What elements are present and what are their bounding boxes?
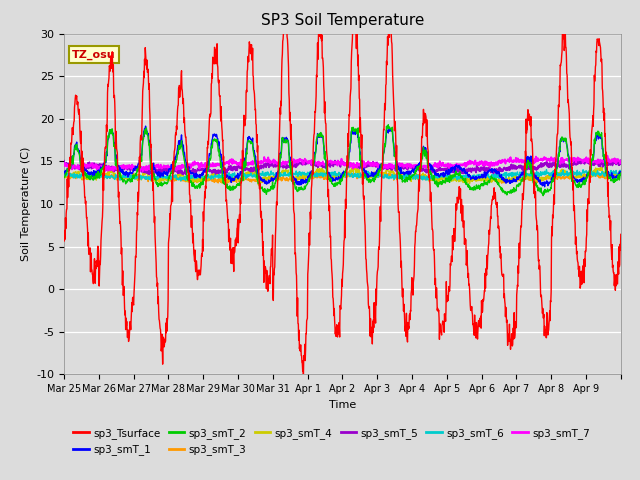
X-axis label: Time: Time: [329, 400, 356, 409]
Y-axis label: Soil Temperature (C): Soil Temperature (C): [20, 147, 31, 261]
Legend: sp3_Tsurface, sp3_smT_1, sp3_smT_2, sp3_smT_3, sp3_smT_4, sp3_smT_5, sp3_smT_6, : sp3_Tsurface, sp3_smT_1, sp3_smT_2, sp3_…: [69, 424, 594, 459]
Text: TZ_osu: TZ_osu: [72, 49, 116, 60]
Title: SP3 Soil Temperature: SP3 Soil Temperature: [260, 13, 424, 28]
